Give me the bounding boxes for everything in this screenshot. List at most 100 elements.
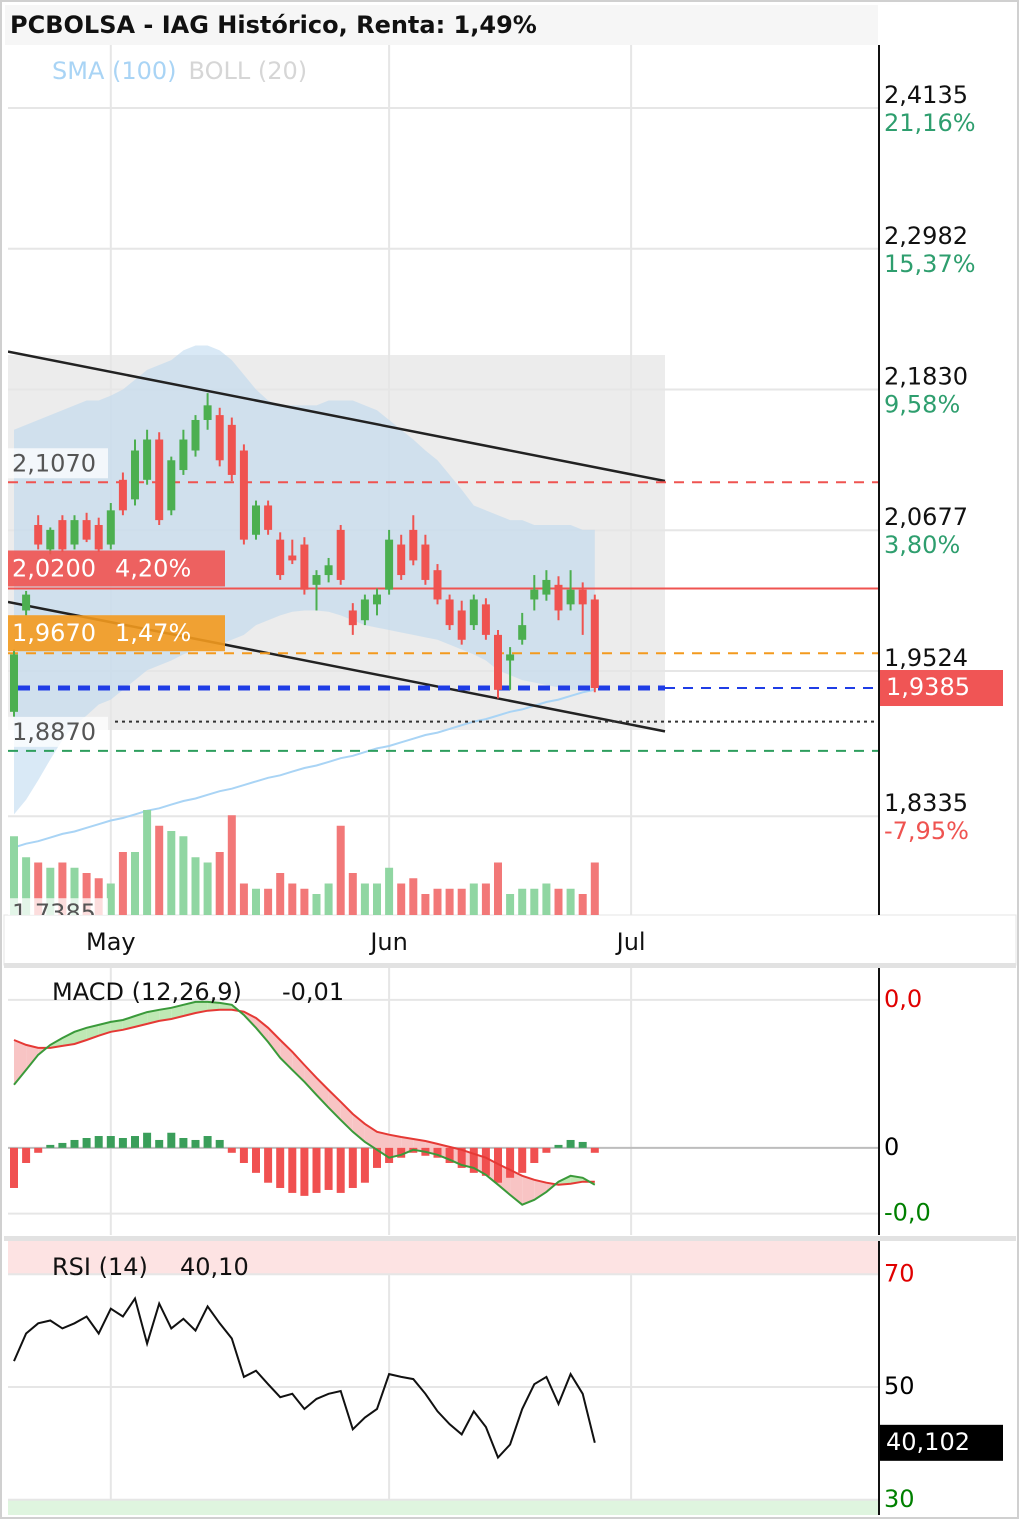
histogram-bar — [252, 1147, 260, 1173]
macd-fill — [292, 1051, 305, 1082]
histogram-bar — [239, 1147, 248, 1163]
rsi-value-box — [880, 1424, 1003, 1461]
y-tick-label: 30 — [884, 1485, 915, 1513]
level-label: 2,0200 — [12, 554, 96, 582]
y-tick-percent: 3,80% — [884, 531, 960, 559]
histogram-bar — [131, 1136, 139, 1148]
macd-line — [13, 1000, 596, 1206]
histogram-bar — [506, 1147, 515, 1178]
title-bar — [5, 5, 878, 45]
candle-body — [409, 529, 418, 561]
level-label: 2,1070 — [12, 449, 96, 477]
candle-body — [179, 439, 188, 471]
candle-body — [590, 599, 599, 689]
histogram-bar — [82, 1137, 91, 1148]
histogram-bar — [46, 1144, 55, 1148]
volume-bar — [530, 888, 539, 915]
volume-bar — [373, 883, 381, 915]
y-tick-label: 50 — [884, 1372, 915, 1400]
volume-bar — [276, 873, 285, 915]
candle-body — [457, 610, 466, 640]
candle-body — [10, 654, 18, 712]
volume-bar — [82, 873, 91, 915]
candle-body — [312, 575, 321, 585]
x-tick-label: Jul — [615, 928, 646, 956]
histogram-bar — [227, 1147, 236, 1153]
histogram-bar — [118, 1137, 127, 1148]
separator — [4, 963, 1016, 968]
level-label: 1,7385 — [12, 899, 96, 927]
y-tick-percent: 15,37% — [884, 250, 976, 278]
y-tick-label: 2,4135 — [884, 81, 968, 109]
volume-bar — [457, 888, 466, 915]
volume-bar — [155, 825, 164, 915]
level-label-box — [8, 615, 225, 652]
macd-fill — [522, 1175, 535, 1205]
candle-body — [82, 520, 91, 540]
volume-bar — [106, 883, 115, 915]
macd-current: -0,01 — [282, 978, 344, 1006]
histogram-bar — [348, 1147, 357, 1188]
legend-item: SMA (100) — [52, 57, 177, 85]
candle-body — [118, 479, 127, 511]
macd-fill — [110, 1019, 123, 1032]
histogram-bar — [34, 1147, 43, 1153]
rsi-value-label: 40,102 — [886, 1428, 970, 1456]
volume-bar — [300, 888, 309, 915]
level-label: 1,8870 — [12, 718, 96, 746]
volume-bar — [288, 883, 297, 915]
candle-body — [288, 555, 297, 561]
volume-bar — [70, 867, 79, 915]
rsi-title: RSI (14) — [52, 1253, 148, 1281]
volume-bar — [397, 883, 406, 915]
sma-line — [13, 688, 596, 849]
level-label-box — [8, 550, 225, 587]
histogram-bar — [312, 1147, 321, 1193]
macd-fill — [280, 1040, 293, 1070]
last-price-label: 1,9385 — [886, 673, 970, 701]
histogram-bar — [179, 1137, 188, 1148]
chart-title: PCBOLSA - IAG Histórico, Renta: 1,49% — [10, 11, 537, 39]
volume-bar — [360, 883, 369, 915]
volume-bar — [385, 867, 394, 915]
candle-body — [324, 565, 333, 576]
macd-fill — [171, 1004, 184, 1019]
candle-body — [155, 439, 164, 521]
histogram-bar — [481, 1147, 490, 1176]
candle-body — [554, 584, 563, 611]
y-tick-percent: -7,95% — [884, 817, 969, 845]
histogram-bar — [433, 1147, 442, 1158]
histogram-bar — [10, 1147, 18, 1188]
candle-body — [300, 544, 309, 590]
signal-line — [13, 1008, 595, 1186]
candle-body — [336, 529, 345, 580]
y-tick-percent: 9,58% — [884, 390, 960, 418]
volume-bar — [445, 888, 454, 915]
macd-fill — [195, 1001, 208, 1014]
volume-bar — [336, 825, 345, 915]
histogram-bar — [155, 1139, 164, 1148]
candle-body — [348, 610, 357, 626]
macd-fill — [328, 1089, 341, 1120]
candle-body — [433, 570, 442, 600]
rsi-line — [13, 1296, 596, 1460]
histogram-bar — [578, 1141, 587, 1148]
histogram-bar — [566, 1139, 575, 1148]
macd-plot — [8, 968, 878, 1235]
y-tick-label: 2,0677 — [884, 503, 968, 531]
volume-bar — [348, 873, 357, 915]
volume-bar — [191, 857, 200, 915]
candle-body — [252, 505, 260, 535]
histogram-bar — [70, 1139, 79, 1148]
histogram-bar — [143, 1132, 152, 1148]
histogram-bar — [397, 1147, 406, 1158]
macd-fill — [268, 1027, 281, 1058]
histogram-bar — [469, 1147, 478, 1173]
histogram-bar — [445, 1147, 454, 1163]
candle-body — [566, 589, 575, 605]
macd-fill — [340, 1101, 353, 1132]
candle-body — [22, 594, 31, 611]
candle-body — [385, 539, 394, 590]
